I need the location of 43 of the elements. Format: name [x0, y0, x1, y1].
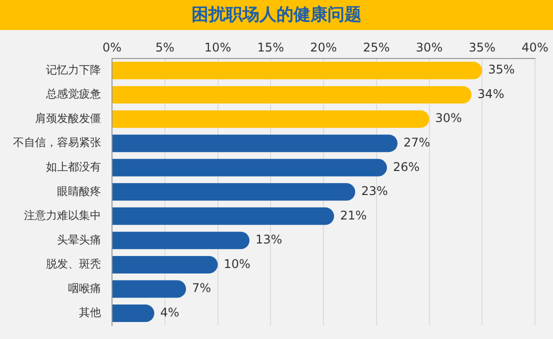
y-tick-label: 眼睛酸疼 — [57, 184, 101, 198]
bar — [112, 62, 482, 80]
bar — [112, 110, 430, 128]
x-tick-label: 0% — [102, 40, 122, 54]
data-label: 7% — [192, 281, 212, 296]
data-label: 4% — [160, 305, 180, 320]
bar — [112, 183, 356, 201]
data-label: 23% — [361, 184, 388, 198]
data-label: 34% — [478, 86, 504, 101]
y-tick-label: 不自信，容易紧张 — [13, 136, 101, 150]
bar — [112, 256, 218, 274]
x-tick-label: 40% — [522, 40, 548, 54]
bar — [112, 304, 154, 322]
y-tick-label: 记忆力下降 — [46, 63, 101, 76]
y-tick-label: 总感觉疲惫 — [45, 88, 101, 101]
x-tick-label: 25% — [363, 40, 390, 54]
y-tick-label: 头晕头痛 — [57, 233, 101, 246]
x-tick-label: 35% — [468, 40, 496, 54]
bar — [112, 232, 250, 250]
data-label: 35% — [488, 62, 515, 77]
data-label: 21% — [340, 208, 367, 222]
bar — [112, 158, 387, 176]
x-tick-label: 30% — [416, 40, 443, 54]
y-tick-label: 如上都没有 — [46, 160, 101, 174]
data-label: 13% — [255, 232, 282, 247]
chart-title: 困扰职场人的健康问题 — [0, 0, 553, 30]
data-label: 27% — [404, 135, 430, 150]
data-label: 30% — [435, 111, 462, 126]
x-tick-label: 20% — [310, 40, 337, 54]
bar — [112, 134, 398, 152]
y-tick-label: 肩颈发酸发僵 — [35, 112, 101, 125]
x-tick-label: 5% — [155, 40, 174, 54]
data-label: 10% — [224, 256, 250, 271]
x-tick-label: 15% — [257, 40, 284, 54]
y-tick-label: 脱发、斑秃 — [46, 258, 101, 271]
bar — [112, 86, 472, 104]
y-tick-label: 其他 — [79, 306, 101, 320]
y-tick-label: 注意力难以集中 — [24, 209, 101, 222]
bar — [112, 207, 334, 225]
y-tick-label: 咽喉痛 — [68, 282, 101, 295]
data-label: 26% — [392, 160, 420, 174]
x-tick-label: 10% — [204, 40, 232, 54]
bar — [112, 280, 186, 298]
